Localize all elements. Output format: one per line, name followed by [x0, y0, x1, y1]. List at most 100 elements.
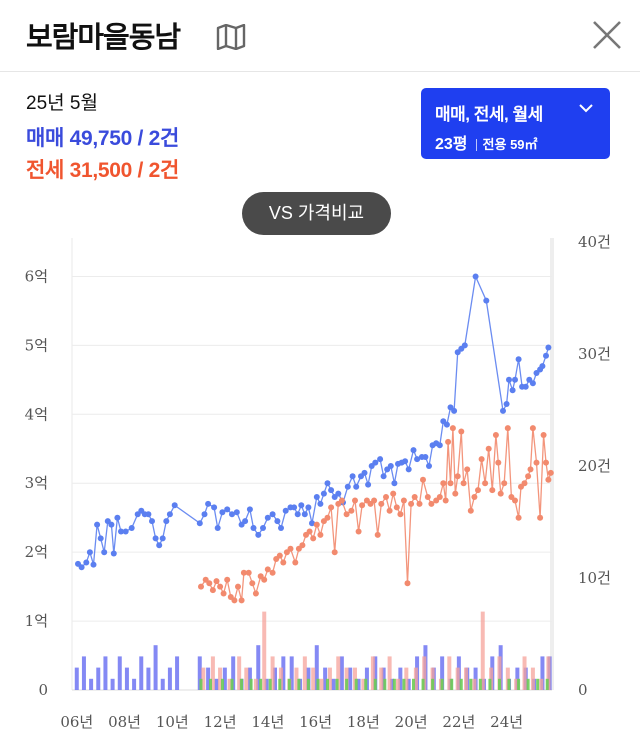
sale-price-point	[294, 511, 301, 518]
sale-price-point	[278, 525, 284, 531]
jeonse-price-point	[485, 445, 492, 452]
sale-price-point	[451, 407, 458, 414]
jeonse-price-point	[411, 494, 418, 500]
sale-volume-bar	[356, 678, 361, 690]
other-volume-bar	[199, 678, 203, 690]
jeonse-price-point	[264, 566, 271, 573]
jeonse-price-point	[280, 559, 287, 566]
jeonse-volume-bar	[539, 678, 544, 690]
map-icon[interactable]	[216, 24, 246, 50]
other-volume-bar	[450, 678, 454, 690]
other-volume-bar	[297, 678, 301, 690]
left-tick-label: 2억	[25, 543, 48, 561]
sale-price-point	[506, 376, 512, 383]
jeonse-volume-bar	[336, 656, 341, 690]
sale-price-point	[500, 407, 506, 414]
vs-compare-button[interactable]: VS 가격비교	[242, 192, 391, 235]
sale-price-point	[335, 490, 342, 497]
sale-volume-bar	[96, 667, 101, 690]
sale-price-point	[108, 521, 115, 528]
jeonse-volume-bar	[514, 678, 519, 690]
jeonse-price-point	[492, 432, 499, 438]
sale-volume-bar	[132, 678, 137, 690]
sale-price-point	[101, 549, 108, 556]
x-tick-label: 12년	[204, 713, 237, 731]
filter-size-row: 23평 전용 59㎡	[435, 130, 538, 154]
jeonse-volume-bar	[472, 678, 477, 690]
sale-volume-bar	[373, 656, 378, 690]
jeonse-volume-bar	[480, 611, 485, 690]
filter-dropdown-button[interactable]: 매매, 전세, 월세 23평 전용 59㎡	[421, 88, 610, 159]
sale-price-point	[512, 376, 518, 383]
jeonse-price-point	[452, 490, 459, 497]
sale-price-point	[205, 500, 212, 507]
close-icon[interactable]	[588, 16, 626, 54]
jeonse-price-point	[445, 438, 452, 445]
other-volume-bar	[392, 678, 396, 690]
jeonse-volume-bar	[218, 667, 223, 690]
jeonse-price-point	[238, 597, 245, 604]
jeonse-volume-bar	[311, 667, 316, 690]
sale-price-point	[246, 506, 253, 513]
sale-volume-bar	[206, 667, 211, 690]
jeonse-price-point	[475, 487, 481, 494]
sale-volume-bar	[323, 667, 328, 690]
sale-price-point	[422, 454, 429, 460]
other-volume-bar	[364, 678, 368, 690]
jeonse-volume-bar	[294, 667, 299, 690]
jeonse-label: 전세	[26, 159, 65, 182]
jeonse-price-point	[460, 480, 467, 487]
x-tick-label: 08년	[108, 713, 141, 731]
jeonse-price-point	[521, 480, 528, 487]
left-tick-label: 1억	[25, 612, 48, 630]
sale-price-point	[94, 521, 101, 528]
other-volume-bar	[517, 678, 521, 690]
sale-price-point	[436, 442, 443, 449]
sale-label: 매매	[26, 127, 65, 150]
sale-price-point	[298, 502, 305, 509]
sale-volume-bar	[124, 667, 129, 690]
right-tick-label: 30건	[578, 345, 611, 363]
other-volume-bar	[526, 678, 530, 690]
x-tick-label: 14년	[251, 713, 284, 731]
sale-price-point	[309, 520, 315, 527]
other-volume-bar	[431, 678, 435, 690]
sale-price-point	[377, 456, 384, 463]
jeonse-price-point	[331, 549, 338, 556]
jeonse-summary: 전세 31,500 / 2건	[26, 154, 179, 186]
price-chart[interactable]: 0 1억 2억 3억 4억 5억 6억 0 10건 20건 30건 40건 06년 08년 10년 12년…	[0, 220, 640, 743]
sale-volume-bar	[331, 678, 336, 690]
left-axis: 0 1억 2억 3억 4억 5억 6억	[25, 267, 48, 699]
jeonse-price-point	[198, 583, 204, 590]
other-volume-bar	[259, 678, 263, 690]
jeonse-volume-bar	[455, 667, 460, 690]
jeonse-volume-bar	[370, 656, 375, 690]
sale-price-point	[196, 520, 203, 527]
x-tick-label: 10년	[156, 713, 189, 731]
sale-price-point	[274, 518, 281, 525]
sale-price-point	[543, 352, 549, 359]
other-volume-bar	[209, 678, 213, 690]
sale-volume-bar	[81, 656, 86, 690]
jeonse-price-point	[537, 514, 544, 521]
other-volume-bar	[278, 678, 282, 690]
jeonse-volume-bar	[302, 656, 307, 690]
sale-price-point	[365, 481, 372, 488]
sale-price-point	[539, 363, 546, 370]
jeonse-price-point	[299, 542, 306, 549]
x-axis: 06년 08년 10년 12년 14년 16년 18년 20년 22년 24년	[60, 713, 523, 731]
jeonse-price-point	[276, 552, 283, 559]
sale-price-point	[118, 528, 124, 535]
sale-price-point	[522, 383, 529, 390]
sale-price-point	[250, 525, 257, 531]
jeonse-price-point	[390, 490, 397, 497]
jeonse-price-point	[428, 500, 435, 507]
other-volume-bars	[199, 678, 549, 690]
jeonse-price-point	[533, 459, 540, 466]
sale-volume-bar	[281, 656, 286, 690]
sale-price-point	[515, 356, 522, 363]
other-volume-bar	[507, 678, 511, 690]
jeonse-volume-bar	[201, 667, 206, 690]
sale-volume-bar	[167, 667, 172, 690]
price-summary: 25년 5월 매매 49,750 / 2건 전세 31,500 / 2건	[26, 88, 179, 186]
